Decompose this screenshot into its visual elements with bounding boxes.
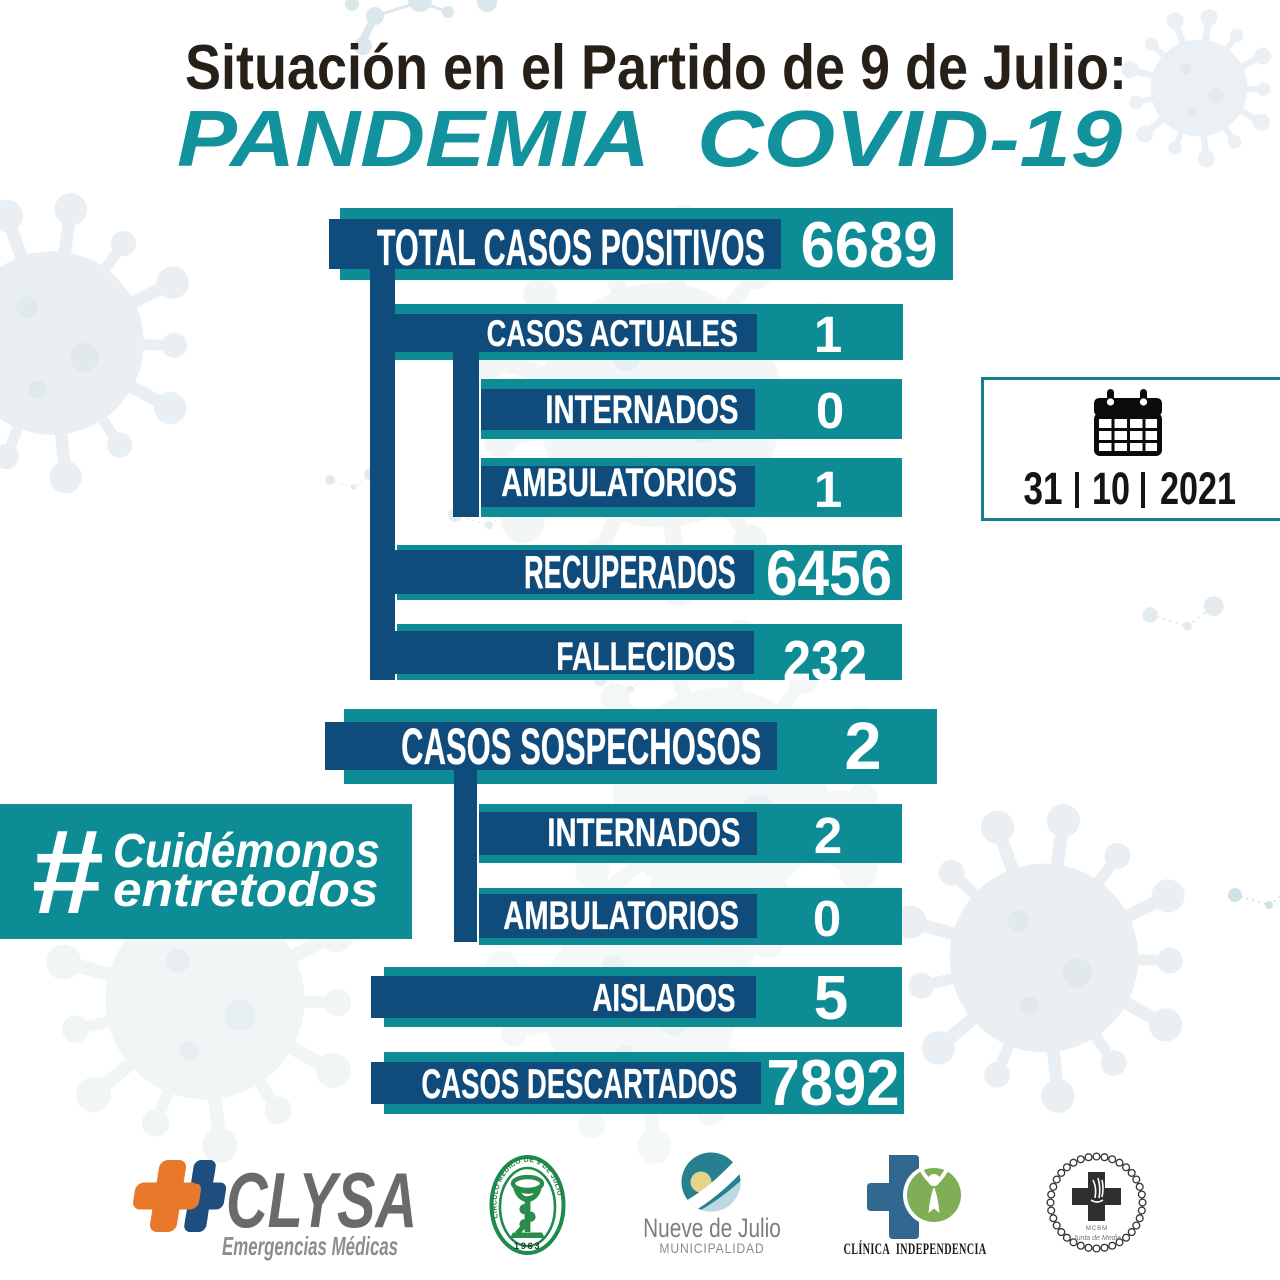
svg-text:Junta de Media: Junta de Media	[1072, 1235, 1121, 1242]
svg-text:MCBM: MCBM	[1086, 1226, 1108, 1232]
svg-text:1963: 1963	[514, 1241, 541, 1252]
